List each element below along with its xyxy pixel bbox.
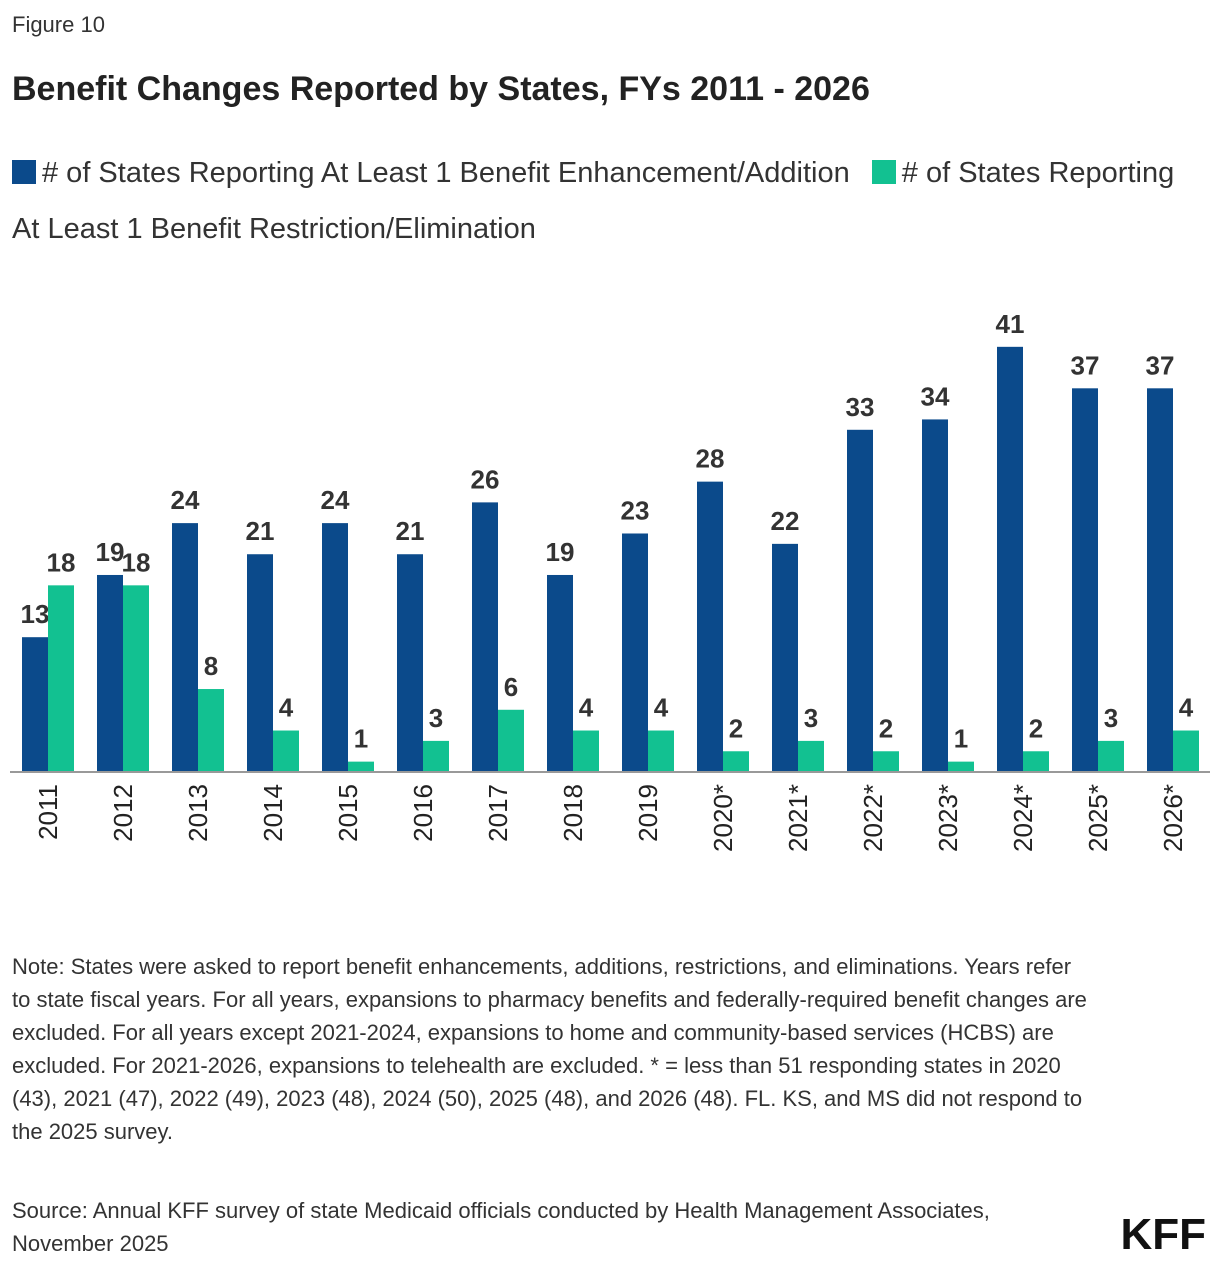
bar bbox=[273, 730, 299, 772]
bar bbox=[1147, 388, 1173, 772]
data-label: 34 bbox=[921, 381, 950, 411]
bar bbox=[847, 429, 873, 772]
legend-swatch bbox=[871, 160, 896, 184]
logo: KFF bbox=[1120, 1210, 1206, 1259]
bar bbox=[873, 751, 899, 772]
x-tick-label: 2011 bbox=[33, 784, 63, 840]
data-label: 19 bbox=[546, 537, 575, 567]
data-label: 18 bbox=[122, 547, 151, 577]
bar bbox=[1023, 751, 1049, 772]
data-label: 4 bbox=[1179, 693, 1194, 723]
bar bbox=[1098, 740, 1124, 772]
data-label: 37 bbox=[1071, 350, 1100, 380]
x-tick-label: 2020* bbox=[708, 784, 738, 852]
data-label: 18 bbox=[47, 547, 76, 577]
data-label: 1 bbox=[354, 724, 368, 754]
data-label: 3 bbox=[804, 703, 818, 733]
data-label: 13 bbox=[21, 599, 50, 629]
source: Source: Annual KFF survey of state Medic… bbox=[12, 1198, 990, 1256]
legend-swatch bbox=[12, 160, 36, 184]
x-tick-label: 2026* bbox=[1158, 784, 1188, 852]
figure-label: Figure 10 bbox=[12, 12, 105, 37]
data-label: 22 bbox=[771, 506, 800, 536]
bar bbox=[1173, 730, 1199, 772]
data-label: 2 bbox=[729, 713, 743, 743]
data-label: 3 bbox=[429, 703, 443, 733]
bar bbox=[498, 709, 524, 772]
x-tick-label: 2013 bbox=[183, 784, 213, 842]
data-label: 41 bbox=[996, 309, 1025, 339]
bar bbox=[247, 554, 273, 772]
bar bbox=[547, 574, 573, 772]
chart: 1318201119182012248201321420142412015213… bbox=[10, 309, 1210, 852]
x-tick-label: 2019 bbox=[633, 784, 663, 842]
data-label: 33 bbox=[846, 392, 875, 422]
x-tick-label: 2016 bbox=[408, 784, 438, 842]
data-label: 24 bbox=[321, 485, 350, 515]
x-tick-label: 2025* bbox=[1083, 784, 1113, 852]
data-label: 4 bbox=[279, 693, 294, 723]
bar bbox=[997, 346, 1023, 772]
data-label: 24 bbox=[171, 485, 200, 515]
data-label: 21 bbox=[246, 516, 275, 546]
bar bbox=[723, 751, 749, 772]
bar bbox=[198, 689, 224, 772]
data-label: 28 bbox=[696, 444, 725, 474]
note: Note: States were asked to report benefi… bbox=[12, 954, 1087, 1144]
bar bbox=[123, 585, 149, 772]
legend-label: # of States Reporting At Least 1 Benefit… bbox=[12, 157, 1175, 245]
bar bbox=[798, 740, 824, 772]
x-tick-label: 2012 bbox=[108, 784, 138, 842]
bar bbox=[1072, 388, 1098, 772]
bar bbox=[322, 523, 348, 772]
bar bbox=[348, 761, 374, 772]
data-label: 37 bbox=[1146, 350, 1175, 380]
bar bbox=[648, 730, 674, 772]
data-label: 26 bbox=[471, 464, 500, 494]
bar bbox=[172, 523, 198, 772]
data-label: 4 bbox=[654, 693, 669, 723]
legend: # of States Reporting At Least 1 Benefit… bbox=[12, 145, 1202, 257]
bar bbox=[948, 761, 974, 772]
data-label: 4 bbox=[579, 693, 594, 723]
bar bbox=[697, 481, 723, 772]
x-tick-label: 2024* bbox=[1008, 784, 1038, 852]
bar bbox=[472, 502, 498, 772]
data-label: 21 bbox=[396, 516, 425, 546]
bar bbox=[48, 585, 74, 772]
data-label: 2 bbox=[1029, 713, 1043, 743]
data-label: 19 bbox=[96, 537, 125, 567]
bar bbox=[397, 554, 423, 772]
bar bbox=[622, 533, 648, 772]
bar bbox=[22, 637, 48, 772]
data-label: 23 bbox=[621, 495, 650, 525]
x-tick-label: 2018 bbox=[558, 784, 588, 842]
data-label: 1 bbox=[954, 724, 968, 754]
bar bbox=[772, 543, 798, 772]
data-label: 3 bbox=[1104, 703, 1118, 733]
bar bbox=[922, 419, 948, 772]
x-tick-label: 2022* bbox=[858, 784, 888, 852]
chart-title: Benefit Changes Reported by States, FYs … bbox=[12, 70, 870, 108]
data-label: 2 bbox=[879, 713, 893, 743]
x-tick-label: 2015 bbox=[333, 784, 363, 842]
x-tick-label: 2023* bbox=[933, 784, 963, 852]
bar bbox=[573, 730, 599, 772]
bar bbox=[97, 574, 123, 772]
bar bbox=[423, 740, 449, 772]
data-label: 8 bbox=[204, 651, 218, 681]
x-tick-label: 2021* bbox=[783, 784, 813, 852]
x-tick-label: 2017 bbox=[483, 784, 513, 842]
legend-label: # of States Reporting At Least 1 Benefit… bbox=[42, 157, 850, 189]
data-label: 6 bbox=[504, 672, 518, 702]
x-tick-label: 2014 bbox=[258, 784, 288, 842]
